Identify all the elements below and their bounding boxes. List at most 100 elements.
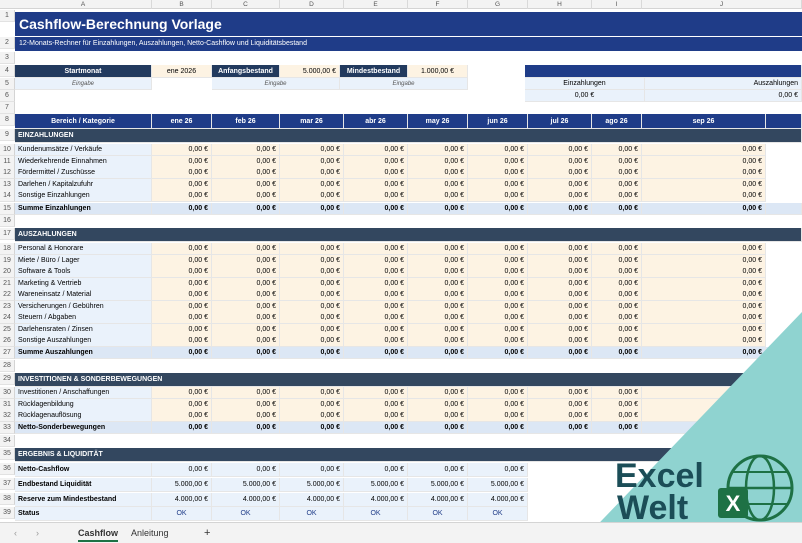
value-cell[interactable]: 0,00 € <box>528 179 592 191</box>
row-header[interactable]: 38 <box>0 493 15 505</box>
value-cell[interactable]: 0,00 € <box>212 243 280 255</box>
value-cell[interactable]: 0,00 € <box>152 255 212 267</box>
value-cell[interactable]: 0,00 € <box>468 203 528 215</box>
value-cell[interactable]: 0,00 € <box>152 190 212 202</box>
value-cell[interactable]: 0,00 € <box>528 387 592 399</box>
netto-cashflow-value[interactable]: 0,00 € <box>152 463 212 477</box>
value-cell[interactable]: 0,00 € <box>592 335 642 347</box>
netto-cashflow-value[interactable]: 0,00 € <box>212 463 280 477</box>
row-header[interactable]: 9 <box>0 129 15 141</box>
value-cell[interactable]: 0,00 € <box>642 243 766 255</box>
value-cell[interactable]: 0,00 € <box>152 144 212 156</box>
value-cell[interactable]: 0,00 € <box>212 289 280 301</box>
value-cell[interactable]: 0,00 € <box>280 347 344 359</box>
value-cell[interactable]: 0,00 € <box>528 422 592 434</box>
value-cell[interactable]: 0,00 € <box>592 324 642 336</box>
value-cell[interactable]: 0,00 € <box>468 335 528 347</box>
value-cell[interactable]: 0,00 € <box>212 144 280 156</box>
row-header[interactable]: 10 <box>0 144 15 156</box>
value-cell[interactable]: 0,00 € <box>408 301 468 313</box>
value-cell[interactable]: 0,00 € <box>212 347 280 359</box>
value-cell[interactable]: 0,00 € <box>408 190 468 202</box>
value-cell[interactable]: 0,00 € <box>152 335 212 347</box>
sheet-subtitle[interactable]: 12-Monats-Rechner für Einzahlungen, Ausz… <box>15 37 802 51</box>
value-cell[interactable]: 0,00 € <box>642 278 766 290</box>
start-month-input[interactable]: ene 2026 <box>152 65 212 78</box>
endbestand-value[interactable]: 5.000,00 € <box>468 478 528 492</box>
value-cell[interactable]: 0,00 € <box>344 190 408 202</box>
value-cell[interactable]: 0,00 € <box>280 387 344 399</box>
value-cell[interactable]: 0,00 € <box>344 399 408 411</box>
value-cell[interactable]: 0,00 € <box>408 243 468 255</box>
value-cell[interactable]: 0,00 € <box>592 255 642 267</box>
value-cell[interactable]: 0,00 € <box>592 410 642 422</box>
value-cell[interactable]: 0,00 € <box>468 422 528 434</box>
row-header[interactable]: 24 <box>0 312 15 324</box>
row-header[interactable]: 26 <box>0 335 15 347</box>
value-cell[interactable]: 0,00 € <box>152 167 212 179</box>
value-cell[interactable]: 0,00 € <box>344 387 408 399</box>
value-cell[interactable]: 0,00 € <box>212 266 280 278</box>
value-cell[interactable]: 0,00 € <box>642 203 766 215</box>
tab-cashflow[interactable]: Cashflow <box>78 526 119 542</box>
netto-cashflow-value[interactable]: 0,00 € <box>468 463 528 477</box>
reserve-value[interactable]: 4.000,00 € <box>408 493 468 507</box>
netto-cashflow-value[interactable]: 0,00 € <box>408 463 468 477</box>
value-cell[interactable]: 0,00 € <box>344 301 408 313</box>
value-cell[interactable]: 0,00 € <box>280 255 344 267</box>
value-cell[interactable]: 0,00 € <box>212 179 280 191</box>
endbestand-value[interactable]: 5.000,00 € <box>408 478 468 492</box>
value-cell[interactable]: 0,00 € <box>642 301 766 313</box>
value-cell[interactable]: 0,00 € <box>642 179 766 191</box>
value-cell[interactable]: 0,00 € <box>280 243 344 255</box>
value-cell[interactable]: 0,00 € <box>344 347 408 359</box>
value-cell[interactable]: 0,00 € <box>344 203 408 215</box>
value-cell[interactable]: 0,00 € <box>152 289 212 301</box>
value-cell[interactable]: 0,00 € <box>212 301 280 313</box>
row-header[interactable]: 33 <box>0 422 15 434</box>
endbestand-value[interactable]: 5.000,00 € <box>280 478 344 492</box>
value-cell[interactable]: 0,00 € <box>528 301 592 313</box>
row-header[interactable]: 23 <box>0 301 15 313</box>
value-cell[interactable]: 0,00 € <box>592 156 642 168</box>
value-cell[interactable]: 0,00 € <box>408 278 468 290</box>
value-cell[interactable]: 0,00 € <box>468 312 528 324</box>
value-cell[interactable]: 0,00 € <box>344 410 408 422</box>
value-cell[interactable]: 0,00 € <box>408 312 468 324</box>
row-header[interactable]: 35 <box>0 448 15 460</box>
value-cell[interactable]: 0,00 € <box>280 144 344 156</box>
value-cell[interactable]: 0,00 € <box>642 266 766 278</box>
value-cell[interactable]: 0,00 € <box>152 387 212 399</box>
row-header[interactable]: 5 <box>0 78 15 90</box>
row-header[interactable]: 3 <box>0 52 15 64</box>
value-cell[interactable]: 0,00 € <box>642 387 766 399</box>
value-cell[interactable]: 0,00 € <box>280 179 344 191</box>
value-cell[interactable]: 0,00 € <box>344 167 408 179</box>
value-cell[interactable]: 0,00 € <box>212 387 280 399</box>
add-sheet-button[interactable]: + <box>204 527 211 539</box>
value-cell[interactable]: 0,00 € <box>152 156 212 168</box>
value-cell[interactable]: 0,00 € <box>152 243 212 255</box>
row-header[interactable]: 4 <box>0 65 15 77</box>
value-cell[interactable]: 0,00 € <box>528 347 592 359</box>
column-header[interactable]: F <box>408 0 468 9</box>
value-cell[interactable]: 0,00 € <box>344 255 408 267</box>
value-cell[interactable]: 0,00 € <box>468 190 528 202</box>
value-cell[interactable]: 0,00 € <box>592 278 642 290</box>
value-cell[interactable]: 0,00 € <box>152 179 212 191</box>
value-cell[interactable]: 0,00 € <box>152 422 212 434</box>
row-header[interactable]: 2 <box>0 37 15 49</box>
value-cell[interactable]: 0,00 € <box>152 312 212 324</box>
value-cell[interactable]: 0,00 € <box>152 203 212 215</box>
value-cell[interactable]: 0,00 € <box>642 422 766 434</box>
value-cell[interactable]: 0,00 € <box>642 289 766 301</box>
row-header[interactable]: 11 <box>0 156 15 168</box>
value-cell[interactable]: 0,00 € <box>642 144 766 156</box>
value-cell[interactable]: 0,00 € <box>408 255 468 267</box>
row-header[interactable]: 6 <box>0 90 15 102</box>
value-cell[interactable]: 0,00 € <box>468 347 528 359</box>
value-cell[interactable]: 0,00 € <box>408 156 468 168</box>
value-cell[interactable]: 0,00 € <box>642 255 766 267</box>
endbestand-value[interactable]: 5.000,00 € <box>344 478 408 492</box>
value-cell[interactable]: 0,00 € <box>528 255 592 267</box>
